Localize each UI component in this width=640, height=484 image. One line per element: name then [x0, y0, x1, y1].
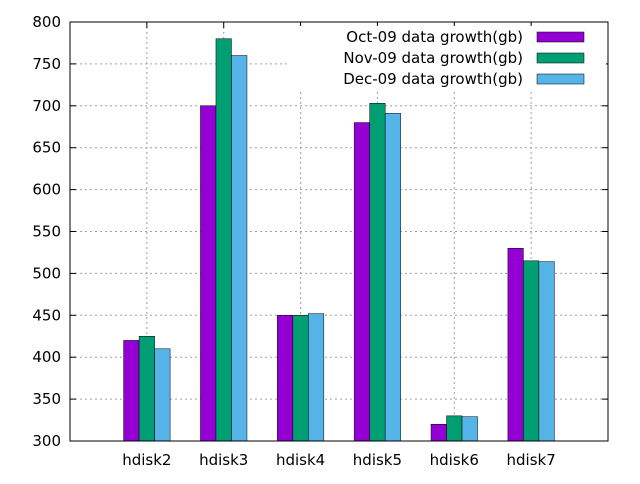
- legend-swatch: [536, 31, 585, 43]
- bar-dec-09-hdisk3: [231, 55, 248, 442]
- y-tick-label: 800: [32, 13, 61, 31]
- x-tick-label: hdisk5: [353, 451, 402, 469]
- bar-dec-09-hdisk4: [308, 313, 325, 442]
- bar-dec-09-hdisk7: [538, 261, 555, 442]
- y-tick-label: 350: [32, 390, 61, 408]
- x-tick-label: hdisk7: [507, 451, 556, 469]
- x-tick-label: hdisk2: [122, 451, 171, 469]
- bar-oct-09-hdisk4: [277, 315, 294, 442]
- y-tick-label: 550: [32, 223, 61, 241]
- bar-dec-09-hdisk5: [384, 113, 401, 442]
- legend-swatch: [536, 73, 585, 85]
- y-tick-label: 300: [32, 432, 61, 450]
- y-tick-label: 650: [32, 139, 61, 157]
- bar-nov-09-hdisk6: [446, 415, 463, 442]
- y-tick-label: 450: [32, 306, 61, 324]
- bar-oct-09-hdisk3: [200, 105, 217, 442]
- legend-label: Nov-09 data growth(gb): [343, 49, 523, 67]
- bar-oct-09-hdisk7: [507, 248, 524, 442]
- bar-nov-09-hdisk2: [138, 336, 155, 442]
- bar-nov-09-hdisk4: [292, 315, 309, 442]
- x-tick-label: hdisk6: [430, 451, 479, 469]
- bar-dec-09-hdisk2: [154, 348, 171, 442]
- bar-oct-09-hdisk6: [430, 423, 447, 442]
- x-tick-label: hdisk3: [199, 451, 248, 469]
- legend-label: Dec-09 data growth(gb): [343, 70, 523, 88]
- y-tick-label: 750: [32, 55, 61, 73]
- plot-border: [69, 21, 609, 442]
- legend-label: Oct-09 data growth(gb): [346, 28, 523, 46]
- bar-nov-09-hdisk5: [369, 103, 386, 442]
- bar-oct-09-hdisk5: [353, 122, 370, 442]
- y-tick-label: 600: [32, 181, 61, 199]
- bar-nov-09-hdisk3: [215, 38, 232, 442]
- y-tick-label: 500: [32, 264, 61, 282]
- y-tick-label: 400: [32, 348, 61, 366]
- y-tick-label: 700: [32, 97, 61, 115]
- legend-swatch: [536, 52, 585, 64]
- bar-oct-09-hdisk2: [123, 340, 140, 442]
- bar-dec-09-hdisk6: [461, 416, 478, 442]
- bar-nov-09-hdisk7: [523, 260, 540, 442]
- x-tick-label: hdisk4: [276, 451, 325, 469]
